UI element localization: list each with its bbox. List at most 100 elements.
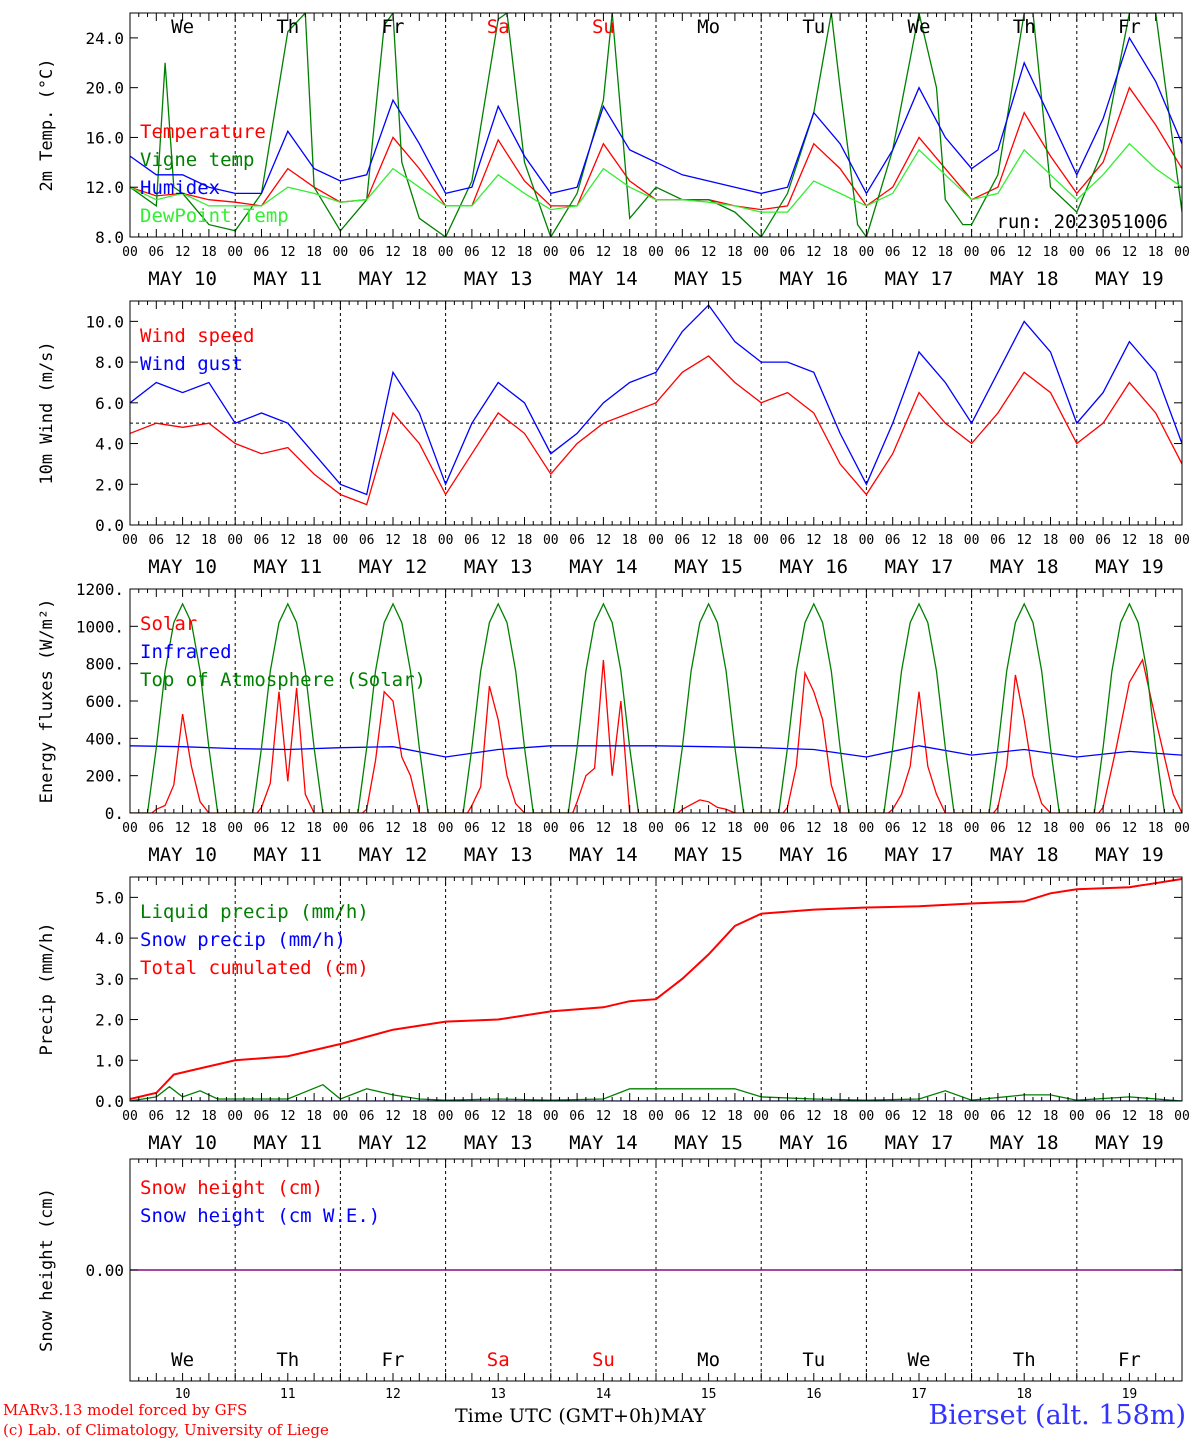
hour-label: 12 [385, 1109, 401, 1124]
hour-label: 18 [201, 1109, 217, 1124]
legend-entry: Total cumulated (cm) [140, 957, 369, 979]
hour-label: 06 [569, 1109, 585, 1124]
day-number-label: 18 [1016, 1387, 1032, 1402]
hour-label: 12 [806, 533, 822, 548]
hour-label: 06 [1095, 245, 1111, 260]
hour-label: 12 [911, 1109, 927, 1124]
y-tick-label: 200. [85, 767, 124, 786]
plot-frame [129, 12, 1183, 238]
hour-label: 00 [227, 1109, 243, 1124]
hour-label: 18 [201, 821, 217, 836]
station-label: Bierset (alt. 158m) [928, 1400, 1186, 1431]
date-label: MAY 16 [779, 268, 848, 290]
hour-label: 06 [780, 245, 796, 260]
weekday-label: Th [1013, 16, 1036, 38]
hour-label: 06 [990, 245, 1006, 260]
hour-label: 00 [648, 821, 664, 836]
hour-label: 06 [1095, 533, 1111, 548]
y-axis-label: Energy fluxes (W/m²) [37, 599, 57, 804]
hour-label: 18 [1148, 533, 1164, 548]
series-vigne-temp [130, 13, 1182, 237]
y-tick-label: 800. [85, 655, 124, 674]
legend-entry: Snow height (cm) [140, 1177, 323, 1199]
hour-label: 12 [385, 245, 401, 260]
hour-label: 00 [1069, 245, 1085, 260]
model-line: MARv3.13 model forced by GFS [3, 1401, 248, 1419]
y-tick-label: 12.0 [85, 178, 124, 197]
hour-label: 06 [254, 533, 270, 548]
hour-label: 12 [806, 821, 822, 836]
hour-label: 06 [254, 821, 270, 836]
weekday-label: Th [276, 1349, 299, 1371]
hour-label: 06 [569, 821, 585, 836]
hour-label: 18 [201, 245, 217, 260]
series-wind-speed [130, 355, 1182, 506]
y-axis-label: Precip (mm/h) [37, 922, 57, 1055]
y-tick-label: 24.0 [85, 29, 124, 48]
hour-label: 18 [832, 245, 848, 260]
hour-label: 00 [438, 821, 454, 836]
date-label: MAY 18 [990, 556, 1059, 578]
hour-label: 06 [254, 1109, 270, 1124]
hour-label: 00 [753, 1109, 769, 1124]
hour-label: 12 [490, 821, 506, 836]
hour-label: 18 [411, 1109, 427, 1124]
hour-label: 18 [622, 1109, 638, 1124]
legend-entry: Liquid precip (mm/h) [140, 901, 369, 923]
y-axis-label: 10m Wind (m/s) [37, 341, 57, 484]
date-label: MAY 15 [674, 844, 743, 866]
y-tick-label: 8.0 [95, 228, 124, 247]
hour-label: 12 [911, 533, 927, 548]
hour-label: 18 [832, 533, 848, 548]
date-label: MAY 18 [990, 1132, 1059, 1154]
hour-label: 00 [753, 821, 769, 836]
hour-label: 06 [780, 821, 796, 836]
date-label: MAY 16 [779, 844, 848, 866]
month-label: MAY [660, 1405, 706, 1427]
hour-label: 12 [1122, 533, 1138, 548]
hour-label: 06 [464, 821, 480, 836]
legend-entry: Snow height (cm W.E.) [140, 1205, 380, 1227]
hour-label: 00 [438, 533, 454, 548]
hour-label: 12 [175, 821, 191, 836]
day-number-label: 19 [1122, 1387, 1138, 1402]
hour-label: 06 [148, 245, 164, 260]
hour-label: 18 [622, 245, 638, 260]
hour-label: 12 [385, 821, 401, 836]
hour-label: 00 [543, 245, 559, 260]
legend-entry: Top of Atmosphere (Solar) [140, 669, 426, 691]
legend-entry: Snow precip (mm/h) [140, 929, 346, 951]
y-tick-label: 4.0 [95, 929, 124, 948]
hour-label: 18 [1148, 1109, 1164, 1124]
hour-label: 06 [569, 245, 585, 260]
weekday-label: Mo [697, 16, 720, 38]
weekday-label: We [171, 16, 194, 38]
hour-label: 18 [517, 821, 533, 836]
credit-line: (c) Lab. of Climatology, University of L… [3, 1421, 329, 1439]
hour-label: 12 [280, 1109, 296, 1124]
date-label: MAY 11 [253, 556, 322, 578]
hour-label: 00 [227, 821, 243, 836]
date-label: MAY 13 [464, 268, 533, 290]
hour-label: 12 [806, 245, 822, 260]
date-label: MAY 19 [1095, 268, 1164, 290]
date-label: MAY 11 [253, 1132, 322, 1154]
weekday-label: Fr [1118, 16, 1141, 38]
date-label: MAY 12 [359, 844, 428, 866]
hour-label: 18 [937, 245, 953, 260]
hour-label: 12 [596, 245, 612, 260]
legend-entry: Wind gust [140, 353, 243, 375]
hour-label: 18 [622, 821, 638, 836]
plot-frame [129, 300, 1183, 526]
hour-label: 06 [148, 821, 164, 836]
date-label: MAY 15 [674, 268, 743, 290]
hour-label: 12 [1016, 533, 1032, 548]
hour-label: 18 [1148, 821, 1164, 836]
hour-label: 06 [674, 245, 690, 260]
hour-label: 00 [859, 821, 875, 836]
hour-label: 00 [333, 821, 349, 836]
date-label: MAY 19 [1095, 844, 1164, 866]
y-tick-label: 8.0 [95, 353, 124, 372]
date-label: MAY 19 [1095, 556, 1164, 578]
